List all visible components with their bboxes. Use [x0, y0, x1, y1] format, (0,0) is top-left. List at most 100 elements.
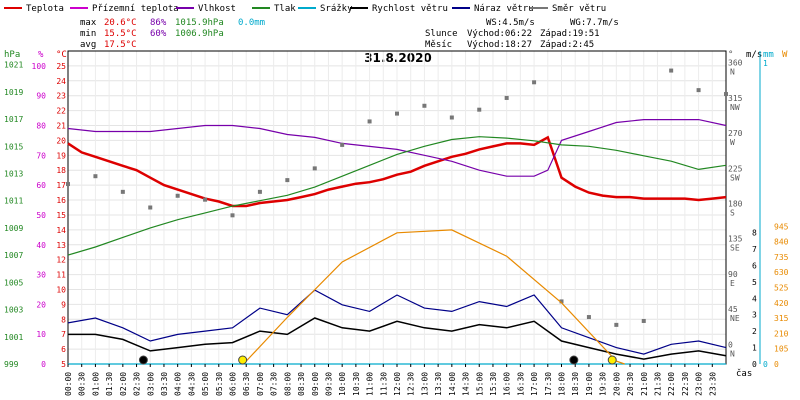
x-tick-label: 04:30 [187, 372, 196, 396]
temperature_c-tick-label: 12 [56, 256, 66, 265]
x-tick-label: 07:30 [270, 372, 279, 396]
wind-dir-tick-name: E [730, 279, 735, 288]
wind-direction-point [230, 213, 235, 218]
x-tick-label: 15:30 [489, 372, 498, 396]
wind-direction-point [504, 95, 509, 100]
x-tick-label: 16:00 [503, 372, 512, 396]
event-marker [238, 355, 248, 365]
wind-direction-point [93, 174, 98, 179]
temperature_c-tick-label: 7 [61, 330, 66, 339]
temperature_c-tick-label: 10 [56, 285, 66, 294]
humidity_pct-tick-label: 60 [36, 181, 46, 190]
x-axis-ticks: 00:00 00:30 01:00 01:30 02:00 02:30 03:00 03:30… [64, 364, 717, 396]
solar-tick-label: 840 [774, 238, 789, 247]
wind-dir-tick-label: 225 [728, 164, 743, 173]
temperature_c-tick-label: 18 [56, 166, 66, 175]
event-markers [138, 355, 617, 365]
wind-ms-tick-label: 3 [752, 311, 757, 320]
temperature_c-tick-label: 20 [56, 136, 66, 145]
pressure_hpa-tick-label: 1015 [4, 142, 23, 151]
unit-hpa: hPa [4, 50, 20, 60]
x-tick-label: 09:30 [324, 372, 333, 396]
stats-avg-temp: 17.5°C [104, 40, 137, 50]
unit-ms: m/s [746, 50, 762, 60]
temperature_c-tick-label: 14 [56, 226, 66, 235]
grid [67, 51, 726, 365]
wind-ms-tick-label: 5 [752, 278, 757, 287]
x-tick-label: 05:30 [215, 372, 224, 396]
wind-wg: WG:7.7m/s [570, 18, 619, 28]
stats-min-temp: 15.5°C [104, 29, 137, 39]
humidity_pct-tick-label: 20 [36, 300, 46, 309]
wind-direction-point [120, 189, 125, 194]
wind-direction-point [614, 322, 619, 327]
x-tick-label: 19:30 [599, 372, 608, 396]
pressure_hpa-tick-label: 1019 [4, 88, 23, 97]
temperature_c-tick-label: 23 [56, 92, 66, 101]
x-tick-label: 18:30 [571, 372, 580, 396]
vlhkost-series-line [67, 119, 727, 177]
humidity_pct-tick-label: 80 [36, 122, 46, 131]
legend-label: Srážky [320, 4, 353, 14]
temperature_c-tick-label: 13 [56, 241, 66, 250]
stats-avg-label: avg [80, 40, 96, 50]
humidity_pct-tick-label: 90 [36, 92, 46, 101]
temperature_c-tick-label: 19 [56, 151, 66, 160]
wind-direction-point [285, 178, 290, 183]
axis-units: hPa % °C ° m/s mm W čas [4, 50, 788, 379]
wind-dir-tick-name: SW [730, 173, 740, 182]
wind-direction-point [257, 189, 262, 194]
stats-min-press: 1006.9hPa [175, 29, 224, 39]
x-tick-label: 04:00 [174, 372, 183, 396]
wind-direction-point [669, 68, 674, 73]
temperature_c-tick-label: 22 [56, 107, 66, 116]
wind-dir-tick-label: 315 [728, 94, 743, 103]
wind-dir-tick-name: SE [730, 244, 740, 253]
x-tick-label: 12:00 [393, 372, 402, 396]
humidity_pct-tick-label: 70 [36, 151, 46, 160]
wind-dir-tick-label: 90 [728, 270, 738, 279]
temperature_c-tick-label: 5 [61, 360, 66, 369]
wind-direction-point [422, 103, 427, 108]
unit-deg: ° [728, 50, 733, 60]
solar-tick-label: 630 [774, 268, 789, 277]
legend-label: Směr větru [552, 4, 606, 14]
temperature_c-tick-label: 24 [56, 77, 66, 86]
chart-title: 31.8.2020 [364, 51, 432, 65]
temperature_c-tick-label: 21 [56, 122, 66, 131]
humidity_pct-tick-label: 10 [36, 330, 46, 339]
x-tick-label: 06:00 [229, 372, 238, 396]
wind-direction-point [395, 111, 399, 116]
náraz-větru-series-line [67, 289, 727, 355]
x-tick-label: 21:00 [640, 372, 649, 396]
legend: Teplota Přízemní teplota Vlhkost Tlak Srážky… [4, 4, 606, 14]
solar-tick-label: 420 [774, 299, 789, 308]
temperature_c-tick-label: 9 [61, 300, 66, 309]
sun-rise: Východ:06:22 [467, 29, 532, 39]
moon-set: Západ:2:45 [540, 40, 594, 50]
temperature_c-tick-label: 11 [56, 271, 66, 280]
wind-direction-point [312, 166, 317, 171]
wind-ws: WS:4.5m/s [486, 18, 535, 28]
solar-tick-label: 735 [774, 253, 789, 262]
x-tick-label: 02:00 [119, 372, 128, 396]
wind-direction-point [66, 182, 70, 187]
x-tick-label: 13:00 [420, 372, 429, 396]
wind-dir-tick-label: 45 [728, 305, 738, 314]
pressure_hpa-tick-label: 1021 [4, 61, 23, 70]
x-tick-label: 03:00 [146, 372, 155, 396]
sun-label: Slunce [425, 29, 458, 39]
tlak-series-line [67, 136, 727, 256]
x-tick-label: 14:00 [448, 372, 457, 396]
pressure_hpa-tick-label: 1013 [4, 169, 23, 178]
wind-dir-tick-label: 270 [728, 129, 743, 138]
x-tick-label: 11:00 [366, 372, 375, 396]
x-tick-label: 06:30 [242, 372, 251, 396]
unit-wm2: W [782, 50, 788, 60]
x-tick-label: 01:30 [105, 372, 114, 396]
wind-ms-tick-label: 0 [752, 360, 757, 369]
x-tick-label: 23:30 [708, 372, 717, 396]
temperature_c-tick-label: 6 [61, 345, 66, 354]
x-tick-label: 14:30 [462, 372, 471, 396]
pressure_hpa-tick-label: 1005 [4, 278, 23, 287]
